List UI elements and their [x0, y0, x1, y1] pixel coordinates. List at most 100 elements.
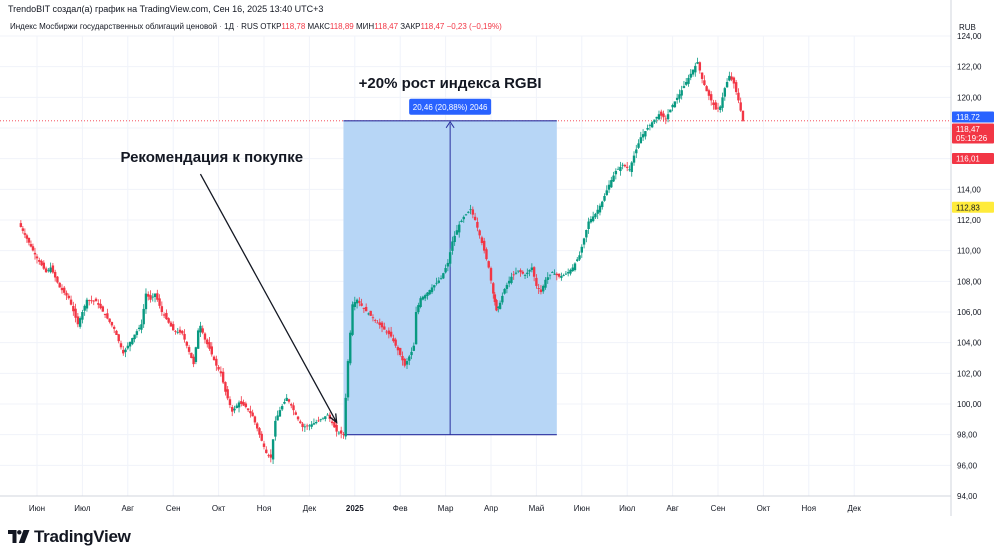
candle-body — [635, 149, 638, 154]
candle — [21, 225, 25, 234]
y-tick-label: 96,00 — [957, 461, 978, 470]
candle — [598, 203, 602, 216]
candle — [255, 422, 259, 432]
candle — [112, 325, 116, 334]
candle — [408, 354, 411, 366]
candle — [380, 320, 384, 333]
candle-body — [38, 260, 41, 262]
close-value: 118,47 — [420, 22, 445, 31]
candle — [473, 212, 477, 221]
candle-body — [523, 275, 527, 276]
candle-body — [115, 330, 118, 335]
candle — [83, 304, 86, 316]
price-tag: 112,83 — [952, 201, 994, 213]
candle-body — [503, 289, 506, 294]
candle — [492, 282, 495, 299]
candle-body — [339, 430, 343, 434]
candle-body — [419, 298, 422, 307]
candle-body — [448, 252, 452, 264]
candle-body — [210, 346, 213, 355]
candle — [253, 415, 257, 425]
x-tick-label: 2025 — [346, 504, 364, 513]
candle — [480, 235, 484, 246]
candle — [666, 109, 670, 123]
candle — [707, 88, 711, 101]
candle — [675, 93, 679, 104]
candle — [623, 163, 627, 168]
candle-body — [326, 414, 329, 416]
candle-body — [187, 347, 191, 352]
symbol-interval[interactable]: 1Д — [224, 22, 235, 31]
candle — [119, 340, 123, 350]
candle-body — [192, 356, 195, 365]
candle — [47, 267, 50, 273]
candle-body — [510, 276, 513, 283]
x-tick-label: Авг — [122, 504, 135, 513]
candle-body — [455, 230, 459, 235]
candle — [603, 193, 606, 202]
candle-body — [42, 262, 46, 269]
candle-body — [664, 118, 667, 120]
candle-body — [505, 284, 509, 289]
candle — [278, 406, 282, 417]
candle-body — [53, 271, 57, 278]
candle-body — [312, 423, 316, 425]
candle — [187, 344, 191, 355]
candle-body — [158, 298, 161, 306]
candle-body — [85, 299, 89, 309]
candle — [680, 85, 683, 100]
candle-body — [97, 303, 100, 305]
candle — [446, 259, 450, 272]
candle-body — [446, 262, 450, 267]
currency-label[interactable]: RUB — [959, 23, 976, 32]
candle — [201, 325, 204, 335]
candle — [251, 409, 254, 417]
candle — [321, 417, 325, 421]
candle — [410, 347, 413, 360]
candle — [505, 282, 509, 294]
candle — [106, 308, 109, 320]
candle-body — [671, 105, 674, 108]
candle — [510, 272, 513, 285]
x-tick-label: Май — [529, 504, 545, 513]
symbol-legend[interactable]: Индекс Мосбиржи государственных облигаци… — [10, 22, 502, 31]
candle — [612, 171, 615, 183]
candle — [493, 292, 497, 306]
tradingview-logo[interactable]: TradingView — [8, 527, 131, 547]
candle-body — [103, 313, 107, 316]
candle — [326, 413, 329, 416]
tradingview-logo-text: TradingView — [34, 527, 131, 546]
candle — [260, 431, 263, 442]
candle-body — [594, 213, 597, 218]
candle-body — [176, 331, 179, 333]
candle — [144, 288, 148, 314]
candle — [360, 298, 363, 307]
candle-body — [621, 164, 624, 166]
candle-body — [305, 425, 309, 427]
candle — [85, 297, 89, 312]
candle — [685, 78, 688, 86]
candle — [358, 297, 361, 307]
candle — [495, 298, 498, 312]
price-tag: 116,01 — [952, 153, 994, 165]
candle — [621, 162, 624, 170]
symbol-name[interactable]: Индекс Мосбиржи государственных облигаци… — [10, 22, 218, 31]
close-label: ЗАКР — [400, 22, 421, 31]
candle-body — [519, 270, 522, 273]
candle — [662, 110, 665, 122]
candle — [88, 299, 91, 306]
candle-body — [721, 97, 724, 108]
candle — [276, 410, 279, 421]
candle-body — [274, 420, 277, 437]
candle — [167, 317, 170, 324]
candle-body — [705, 86, 708, 92]
candle — [301, 421, 304, 432]
candle-body — [719, 106, 722, 110]
candle-body — [258, 428, 261, 435]
candle — [158, 294, 161, 309]
candle — [660, 109, 663, 120]
candle — [196, 328, 200, 349]
candle-body — [712, 102, 715, 105]
candle-body — [614, 170, 618, 175]
